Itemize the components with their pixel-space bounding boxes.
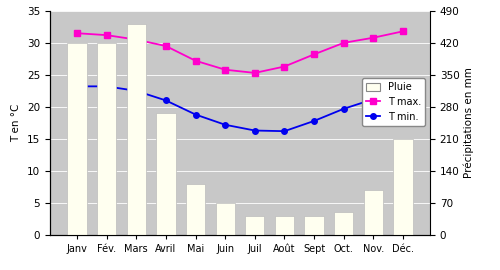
Bar	[245, 216, 264, 235]
Y-axis label: Précipitations en mm: Précipitations en mm	[464, 68, 474, 178]
Bar	[364, 190, 383, 235]
Bar	[68, 43, 86, 235]
Bar	[97, 43, 116, 235]
Bar	[126, 23, 146, 235]
Bar	[394, 139, 412, 235]
Legend: Pluie, T max., T min.: Pluie, T max., T min.	[362, 78, 425, 126]
Y-axis label: T en °C: T en °C	[12, 104, 22, 142]
Bar	[334, 212, 353, 235]
Bar	[304, 216, 324, 235]
Bar	[186, 184, 205, 235]
Bar	[156, 113, 176, 235]
Bar	[216, 203, 235, 235]
Bar	[275, 216, 294, 235]
